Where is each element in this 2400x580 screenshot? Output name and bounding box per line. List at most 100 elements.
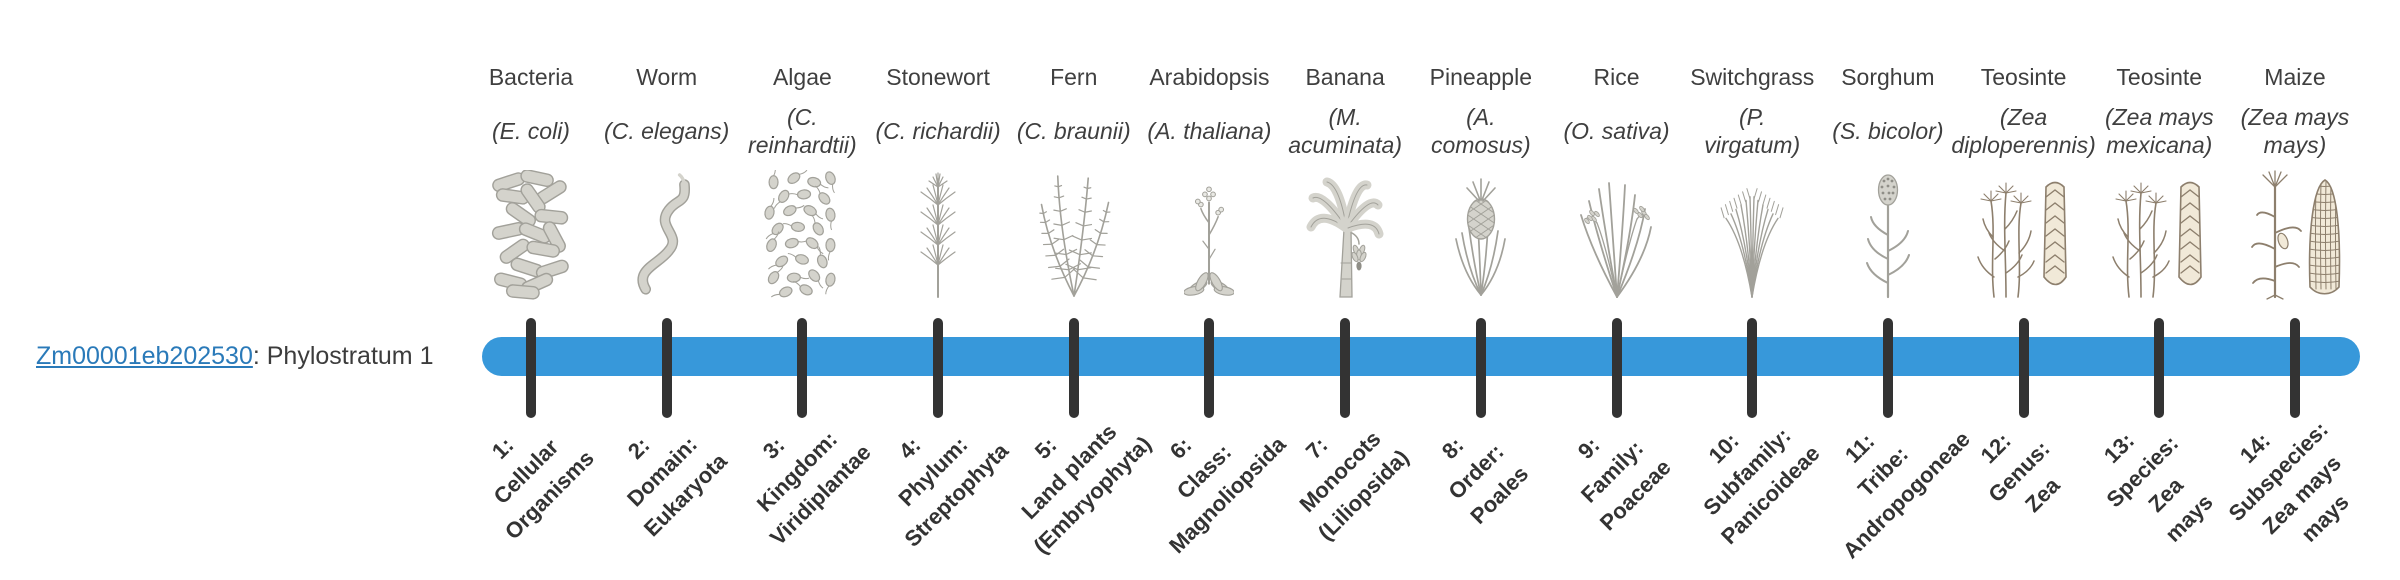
organism-scientific-name: (A. thaliana) bbox=[1124, 96, 1294, 166]
bacteria-icon bbox=[491, 170, 569, 300]
banana-icon bbox=[1306, 177, 1384, 298]
organism-common-name: Algae bbox=[772, 64, 832, 90]
switchgrass-icon bbox=[1720, 188, 1784, 298]
organism-column: Worm (C. elegans) bbox=[582, 62, 752, 166]
sorghum-icon bbox=[1865, 174, 1910, 299]
organism-scientific-name: (Zea diploperennis) bbox=[1939, 96, 2109, 166]
organism-illustration bbox=[1124, 168, 1294, 300]
worm-icon bbox=[637, 173, 690, 295]
organism-illustration bbox=[717, 168, 887, 300]
scientific-name-line: (E. coli) bbox=[492, 118, 570, 144]
gene-label: Zm00001eb202530: Phylostratum 1 bbox=[36, 342, 434, 370]
phylostratum-tick bbox=[1747, 318, 1758, 418]
organism-common-name: Banana bbox=[1305, 64, 1385, 90]
organism-illustration bbox=[446, 168, 616, 300]
organism-scientific-name: (C. richardii) bbox=[853, 96, 1023, 166]
organism-common-name: Pineapple bbox=[1429, 64, 1532, 90]
scientific-name-line: reinhardtii) bbox=[748, 132, 857, 158]
organism-common-name: Teosinte bbox=[1980, 64, 2067, 90]
phylostratum-tick bbox=[1475, 318, 1486, 418]
organism-illustration bbox=[1803, 168, 1973, 300]
scientific-name-line: (A. thaliana) bbox=[1147, 118, 1272, 144]
scientific-name-line: (O. sativa) bbox=[1563, 118, 1670, 144]
phylostratum-tick bbox=[1611, 318, 1622, 418]
organism-scientific-name: (C. braunii) bbox=[989, 96, 1159, 166]
organism-illustration bbox=[1260, 168, 1430, 300]
scientific-name-line: (C. elegans) bbox=[604, 118, 730, 144]
phylostratum-tick bbox=[526, 318, 536, 418]
phylostratum-tick bbox=[933, 318, 944, 418]
organism-column: Arabidopsis (A. thaliana) bbox=[1124, 62, 1294, 166]
phylostratum-tick bbox=[797, 318, 808, 418]
phylostratum-tick bbox=[661, 318, 672, 418]
stonewort-icon bbox=[920, 172, 956, 298]
organism-scientific-name: (P. virgatum) bbox=[1667, 96, 1837, 166]
organism-column: Switchgrass (P. virgatum) bbox=[1667, 62, 1837, 166]
gene-id-link[interactable]: Zm00001eb202530 bbox=[36, 342, 253, 370]
scientific-name-line: (A. bbox=[1466, 104, 1496, 130]
organism-common-name: Maize bbox=[2264, 64, 2326, 90]
organism-illustration bbox=[2210, 168, 2380, 300]
organism-illustration bbox=[582, 168, 752, 300]
organism-scientific-name: (Zea mays mays) bbox=[2210, 96, 2380, 166]
organism-column: Bacteria (E. coli) bbox=[446, 62, 616, 166]
organism-scientific-name: (E. coli) bbox=[446, 96, 616, 166]
organism-common-name: Rice bbox=[1593, 64, 1640, 90]
phylostratum-tick bbox=[1204, 318, 1215, 418]
phylostratum-title: : Phylostratum 1 bbox=[252, 342, 434, 370]
organism-common-name: Fern bbox=[1050, 64, 1098, 90]
algae-icon bbox=[764, 170, 837, 298]
scientific-name-line: (C. bbox=[787, 104, 818, 130]
phylostratum-tick bbox=[1882, 318, 1893, 418]
organism-illustration bbox=[1939, 168, 2109, 300]
organism-column: Rice (O. sativa) bbox=[1532, 62, 1702, 166]
organism-illustration bbox=[1667, 168, 1837, 300]
scientific-name-line: (Zea mays bbox=[2104, 104, 2214, 130]
organism-common-name: Teosinte bbox=[2116, 64, 2203, 90]
phylostratum-tick bbox=[2289, 318, 2300, 418]
organism-illustration bbox=[853, 168, 1023, 300]
organism-column: Maize (Zea mays mays) bbox=[2210, 62, 2380, 166]
organism-common-name: Bacteria bbox=[488, 64, 574, 90]
scientific-name-line: (M. bbox=[1328, 104, 1362, 130]
scientific-name-line: virgatum) bbox=[1704, 132, 1801, 158]
organism-illustration bbox=[1396, 168, 1566, 300]
organism-common-name: Worm bbox=[636, 64, 698, 90]
scientific-name-line: diploperennis) bbox=[1951, 132, 2096, 158]
organism-scientific-name: (C. elegans) bbox=[582, 96, 752, 166]
organism-scientific-name: (O. sativa) bbox=[1532, 96, 1702, 166]
scientific-name-line: (Zea bbox=[1999, 104, 2048, 130]
scientific-name-line: comosus) bbox=[1430, 132, 1531, 158]
organism-common-name: Stonewort bbox=[886, 64, 990, 90]
organism-scientific-name: (M. acuminata) bbox=[1260, 96, 1430, 166]
fern-icon bbox=[1039, 175, 1111, 297]
organism-column: Algae (C. reinhardtii) bbox=[717, 62, 887, 166]
organism-common-name: Arabidopsis bbox=[1149, 64, 1270, 90]
teosinte-icon bbox=[1976, 181, 2067, 298]
organism-scientific-name: (S. bicolor) bbox=[1803, 96, 1973, 166]
phylostratum-tick bbox=[2018, 318, 2029, 418]
scientific-name-line: mexicana) bbox=[2106, 132, 2213, 158]
scientific-name-line: (C. braunii) bbox=[1016, 118, 1131, 144]
organism-column: Banana (M. acuminata) bbox=[1260, 62, 1430, 166]
organism-column: Stonewort (C. richardii) bbox=[853, 62, 1023, 166]
scientific-name-line: (Zea mays bbox=[2240, 104, 2350, 130]
organism-column: Teosinte (Zea mays mexicana) bbox=[2074, 62, 2244, 166]
teosinte-icon bbox=[2112, 181, 2203, 298]
scientific-name-line: mays) bbox=[2263, 132, 2327, 158]
organism-common-name: Switchgrass bbox=[1690, 64, 1815, 90]
phylostratum-tick bbox=[2154, 318, 2165, 418]
organism-scientific-name: (A. comosus) bbox=[1396, 96, 1566, 166]
scientific-name-line: (C. richardii) bbox=[875, 118, 1001, 144]
scientific-name-line: (P. bbox=[1738, 104, 1766, 130]
phylostratum-tick bbox=[1340, 318, 1351, 418]
arabidopsis-icon bbox=[1184, 186, 1235, 296]
phylostratum-tick bbox=[1068, 318, 1079, 418]
scientific-name-line: (S. bicolor) bbox=[1832, 118, 1944, 144]
organism-column: Teosinte (Zea diploperennis) bbox=[1939, 62, 2109, 166]
pineapple-icon bbox=[1454, 178, 1506, 296]
phylostratum-bar bbox=[482, 337, 2360, 376]
organism-scientific-name: (C. reinhardtii) bbox=[717, 96, 887, 166]
organism-illustration bbox=[2074, 168, 2244, 300]
